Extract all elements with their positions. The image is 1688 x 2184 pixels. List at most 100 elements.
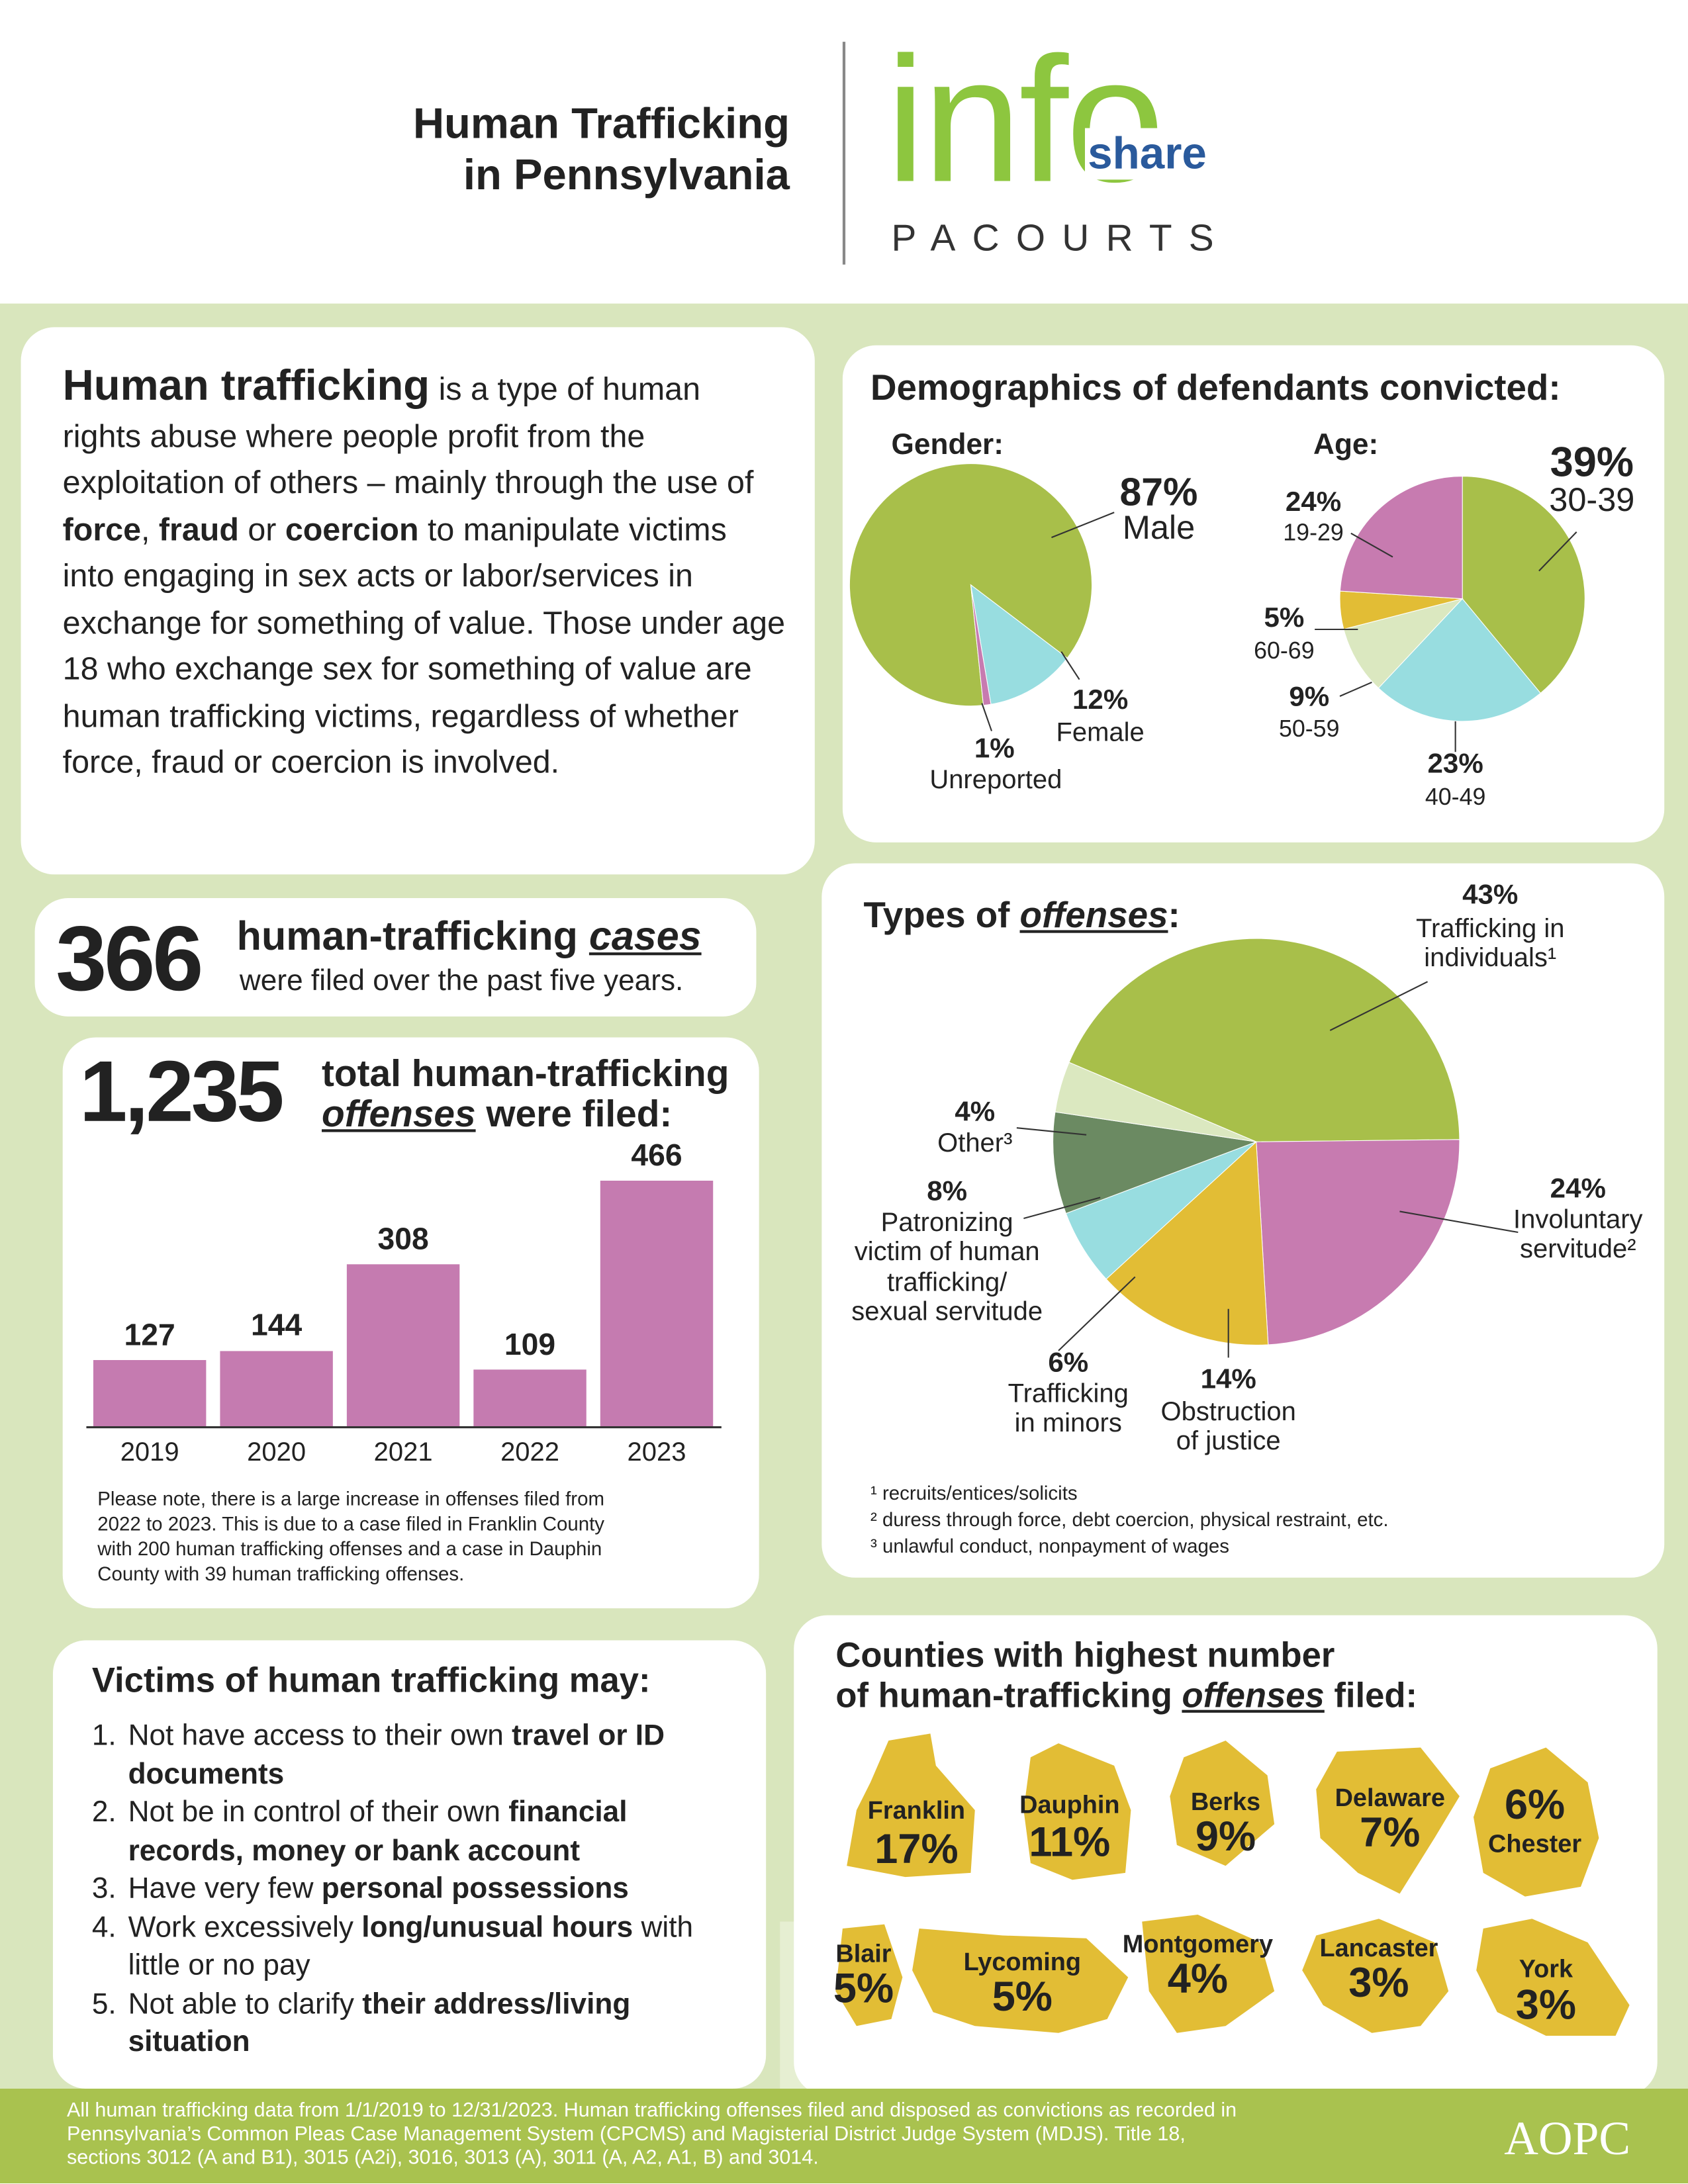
category-label: 40-49 [1425,784,1486,811]
item-number: 5. [91,1987,117,2020]
category-label: Other³ [937,1129,1013,1159]
bar [93,1360,207,1428]
cases-text: human-trafficking [236,915,589,960]
offenses-emph: offenses [322,1093,476,1135]
item-bold: personal possessions [321,1872,629,1905]
county-pct: 11% [1029,1819,1111,1866]
county-name: Berks [1190,1788,1261,1816]
value-label: 109 [504,1326,556,1361]
victims-box: Victims of human trafficking may: 1. Not … [52,1640,767,2089]
age-title: Age: [1313,429,1379,461]
logo-share: share [1084,128,1210,180]
category-label: 19-29 [1283,519,1344,546]
value-label: 87% [1119,471,1198,514]
offenses-line: offenses were filed: [322,1093,729,1135]
value-label: 23% [1427,749,1483,780]
victim-item: 5. Not able to clarify their address/livi… [92,1985,747,2062]
x-tick-label: 2023 [627,1438,686,1468]
intro-part: , [141,510,159,547]
intro-bold: coercion [285,510,419,547]
pie-slice [970,584,992,706]
leader-line [1350,532,1393,558]
leader-line [1339,681,1372,697]
offenses-number: 1,235 [79,1044,285,1141]
logo-info: info [886,21,1165,220]
footnotes: ¹ recruits/entices/solicits ² duress thr… [870,1480,1389,1560]
county-name: Lycoming [963,1948,1082,1976]
pie-slice [1378,598,1541,722]
footnote: ² duress through force, debt coercion, p… [870,1508,1389,1531]
title-line: Human Trafficking [412,99,790,148]
divider [842,42,846,265]
x-tick-label: 2019 [120,1438,179,1468]
counties-text: of human-trafficking [835,1676,1182,1716]
county-name: Blair [835,1939,892,1968]
category-label: Female [1056,718,1145,748]
county-pct: 17% [874,1827,959,1873]
bar [220,1351,333,1428]
gender-title: Gender: [891,429,1004,461]
pie-slice [1343,598,1464,689]
offenses-line: total human-trafficking [322,1052,729,1095]
category-label: Trafficking in individuals¹ [1416,915,1565,974]
county-name: Delaware [1335,1784,1445,1812]
intro-box: Human trafficking is a type of human rig… [21,327,815,875]
value-label: 127 [124,1316,175,1352]
county-shape [1142,1914,1275,2033]
value-label: 4% [955,1097,996,1128]
item-number: 3. [91,1872,117,1905]
leader-line [1060,651,1080,680]
title: Human Trafficking in Pennsylvania [413,97,790,201]
item-text: with little or no pay [128,1911,694,1981]
types-title: Types of offenses: [863,894,1180,937]
county-shape [1473,1747,1599,1897]
footnote: ¹ recruits/entices/solicits [870,1481,1078,1504]
footnote: ³ unlawful conduct, nonpayment of wages [870,1534,1229,1557]
x-tick-label: 2020 [247,1438,306,1468]
footer-text: All human trafficking data from 1/1/2019… [66,2099,1237,2169]
bar [473,1369,586,1428]
cases-number: 366 [56,906,203,1010]
value-label: 5% [1264,603,1305,634]
value-label: 9% [1289,682,1330,713]
intro-text: Human trafficking is a type of human rig… [63,362,787,786]
value-label: 12% [1072,685,1129,716]
item-text: Not be in control of their own [128,1796,509,1829]
county-pct: 3% [1515,1983,1577,2029]
pie-slice [1065,1141,1257,1280]
types-emph: offenses [1019,893,1168,936]
county-shape [1476,1919,1630,2036]
value-label: 6% [1048,1347,1089,1379]
category-label: 60-69 [1254,637,1315,664]
intro-part: to manipulate victims into engaging in s… [62,510,786,780]
county-shape [1316,1747,1460,1894]
victims-list: 1. Not have access to their own travel or… [92,1717,747,2062]
x-tick-label: 2022 [500,1438,560,1468]
leader-line [1538,531,1577,572]
intro-bold: force [62,510,142,547]
county-pct: 5% [833,1966,894,2013]
intro-part: is a type of human rights abuse where pe… [62,370,754,500]
value-label: 466 [631,1137,682,1173]
category-label: Patronizing victim of human trafficking/… [851,1208,1043,1327]
offenses-note: Please note, there is a large increase i… [97,1487,605,1585]
county-pct: 5% [992,1974,1053,2021]
value-label: 39% [1550,439,1634,486]
value-label: 8% [927,1176,968,1208]
county-shape [835,1924,903,2026]
county-shape [1302,1919,1449,2033]
county-shape [847,1733,975,1878]
footer-org: AOPC [1504,2113,1631,2165]
bar [346,1264,460,1428]
county-pct: 9% [1195,1814,1256,1860]
types-text: : [1168,893,1180,936]
county-name: York [1519,1954,1573,1983]
counties-line: of human-trafficking offenses filed: [835,1676,1417,1717]
county-name: Chester [1488,1829,1582,1858]
demographics-title: Demographics of defendants convicted: [870,366,1561,408]
pie-slice [1462,476,1585,694]
item-text: Not have access to their own [128,1719,512,1752]
category-label: Involuntary servitude² [1513,1206,1643,1265]
